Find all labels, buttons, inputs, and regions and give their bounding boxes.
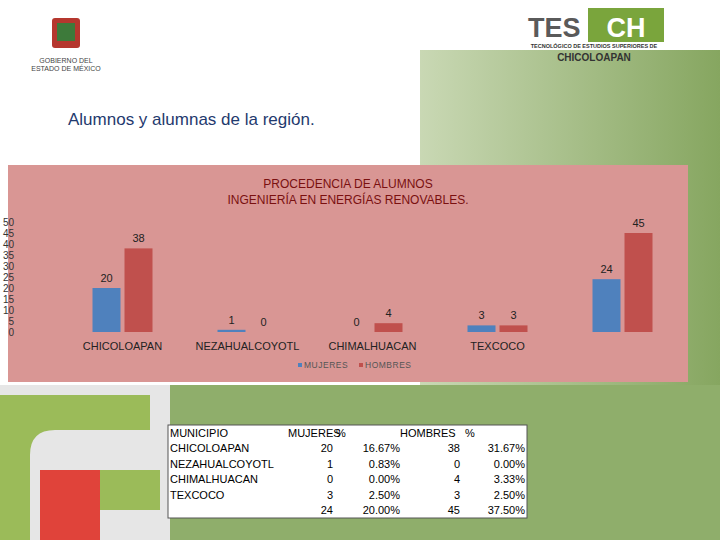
table-cell: TEXCOCO [170, 489, 225, 501]
y-tick-label: 30 [3, 261, 15, 272]
y-tick-label: 5 [8, 316, 14, 327]
chart-title: PROCEDENCIA DE ALUMNOS [263, 177, 432, 191]
bars [93, 233, 653, 332]
chart-background [8, 165, 688, 382]
table-cell: 2.50% [494, 489, 525, 501]
table-cell: 0 [327, 473, 333, 485]
legend-label: MUJERES [304, 360, 348, 370]
bar [218, 330, 246, 332]
bar [250, 332, 278, 333]
table-cell: 0.83% [369, 458, 400, 470]
gov-emblem [52, 18, 80, 48]
table-cell: 37.50% [488, 504, 526, 516]
bar [625, 233, 653, 332]
y-tick-label: 15 [3, 294, 15, 305]
y-tick-label: 25 [3, 272, 15, 283]
tesch-mark: TES [528, 13, 581, 43]
table-header: HOMBRES [400, 427, 456, 439]
chart-subtitle: INGENIERÍA EN ENERGÍAS RENOVABLES. [227, 192, 468, 207]
tesch-line: CHICOLOAPAN [557, 52, 631, 63]
y-tick-label: 45 [3, 228, 15, 239]
table-cell: 0.00% [369, 473, 400, 485]
gov-logo-text: GOBIERNO DEL [39, 57, 92, 64]
table-cell: CHICOLOAPAN [170, 442, 249, 454]
table-cell: 16.67% [363, 442, 401, 454]
green-bottom [0, 385, 720, 540]
table-cell: 20 [321, 442, 333, 454]
bar [93, 288, 121, 332]
heading: Alumnos y alumnas de la región. [68, 110, 315, 129]
tesch-line: TECNOLÓGICO DE ESTUDIOS SUPERIORES DE [531, 42, 658, 49]
table-cell: 38 [448, 442, 460, 454]
logo-g-green [0, 395, 150, 540]
y-tick-label: 20 [3, 283, 15, 294]
y-tick-label: 35 [3, 250, 15, 261]
data-label: 38 [132, 232, 144, 244]
table-cell: CHIMALHUACAN [170, 473, 258, 485]
table-cell: 3.33% [494, 473, 525, 485]
slide: GOBIERNO DELESTADO DE MÉXICO TES CHTECNOLÓ… [0, 0, 720, 540]
category-label: TEXCOCO [470, 340, 525, 352]
bar [343, 332, 371, 333]
logo-g-bg [0, 385, 170, 540]
table-header: MUNICIPIO [170, 427, 229, 439]
bar [593, 279, 621, 332]
table-cell: 1 [327, 458, 333, 470]
table-cell: 0 [454, 458, 460, 470]
data-label: 3 [478, 309, 484, 321]
bar [375, 323, 403, 332]
legend-swatch [359, 363, 363, 367]
bar [500, 325, 528, 332]
y-tick-label: 50 [3, 217, 15, 228]
category-label: CHICOLOAPAN [83, 340, 162, 352]
data-label: 0 [353, 316, 359, 328]
gov-emblem-inner [57, 23, 75, 41]
data-label: 0 [260, 316, 266, 328]
category-label: NEZAHUALCOYOTL [196, 340, 300, 352]
y-tick-label: 40 [3, 239, 15, 250]
data-label: 45 [632, 217, 644, 229]
table-cell: 45 [448, 504, 460, 516]
data-label: 3 [510, 309, 516, 321]
table-cell: 31.67% [488, 442, 526, 454]
tesch-mark: CH [607, 13, 646, 43]
logo-g-green2 [100, 470, 160, 510]
table-cell: 0.00% [494, 458, 525, 470]
table-cell: 24 [321, 504, 333, 516]
data-label: 24 [600, 263, 612, 275]
legend-swatch [298, 363, 302, 367]
y-tick-label: 10 [3, 305, 15, 316]
table-box [168, 425, 527, 518]
table-cell: 2.50% [369, 489, 400, 501]
table-cell: 4 [454, 473, 460, 485]
table-cell: NEZAHUALCOYOTL [170, 458, 274, 470]
bar [468, 325, 496, 332]
legend-label: HOMBRES [365, 360, 411, 370]
bar [125, 248, 153, 332]
y-tick-label: 0 [8, 327, 14, 338]
gov-logo-text: ESTADO DE MÉXICO [31, 64, 101, 72]
data-label: 1 [228, 314, 234, 326]
table-header: % [465, 427, 475, 439]
data-label: 4 [385, 307, 391, 319]
table-cell: 3 [454, 489, 460, 501]
tesch-mark-box [588, 8, 664, 42]
category-label: CHIMALHUACAN [328, 340, 416, 352]
table-cell: 20.00% [363, 504, 401, 516]
table-header: % [336, 427, 346, 439]
table-cell: 3 [327, 489, 333, 501]
logo-g-red [40, 470, 100, 540]
data-label: 20 [100, 272, 112, 284]
table-header: MUJERES [288, 427, 341, 439]
